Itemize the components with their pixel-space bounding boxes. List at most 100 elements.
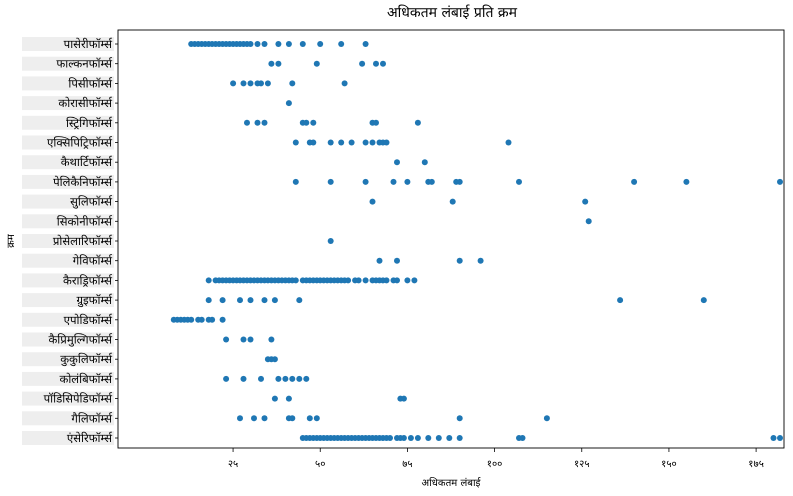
data-point bbox=[777, 178, 783, 185]
data-point bbox=[373, 119, 379, 126]
data-point bbox=[390, 178, 397, 185]
data-point bbox=[303, 119, 310, 126]
data-point bbox=[505, 139, 512, 146]
data-point bbox=[299, 41, 306, 47]
category-label: कोलंबिफॉर्म्स bbox=[59, 372, 113, 386]
data-point bbox=[683, 178, 690, 185]
category-label-bg bbox=[22, 352, 114, 367]
data-point bbox=[519, 435, 526, 441]
category-label-bg bbox=[22, 391, 114, 406]
data-point bbox=[359, 60, 366, 67]
data-point bbox=[275, 41, 282, 47]
category-label: पिसीफॉर्म्स bbox=[68, 76, 113, 90]
category-label: कैराड्रिफॉर्म्स bbox=[63, 273, 113, 287]
data-point bbox=[387, 435, 393, 441]
data-point bbox=[310, 139, 317, 146]
category-label: कैथार्टिफॉर्म्स bbox=[61, 155, 113, 169]
category-label: कोरासीफॉर्म्स bbox=[58, 96, 113, 110]
data-point bbox=[362, 277, 369, 284]
category-label: एपोडिफॉर्म्स bbox=[64, 313, 113, 327]
y-axis-label: क्रम bbox=[6, 233, 17, 248]
data-point bbox=[275, 60, 282, 67]
data-point bbox=[404, 277, 411, 284]
data-point bbox=[247, 41, 254, 47]
data-point bbox=[394, 257, 400, 264]
category-label: प्रोसेलारिफॉर्म्स bbox=[53, 234, 113, 248]
data-point bbox=[355, 277, 362, 284]
data-point bbox=[205, 297, 212, 304]
data-point bbox=[292, 178, 299, 185]
data-point bbox=[582, 198, 589, 205]
category-label: सुलिफॉर्म्स bbox=[70, 195, 113, 210]
data-point bbox=[383, 139, 390, 146]
data-point bbox=[338, 41, 345, 47]
x-tick-label: १२५ bbox=[574, 459, 590, 470]
data-point bbox=[271, 395, 278, 402]
data-point bbox=[285, 395, 292, 402]
category-label: ग्रुइफॉर्म्स bbox=[77, 293, 113, 308]
x-tick-label: २५ bbox=[228, 459, 238, 470]
category-label-bg bbox=[22, 56, 114, 71]
data-point bbox=[289, 375, 296, 382]
data-point bbox=[247, 80, 254, 87]
category-label-bg bbox=[22, 194, 114, 209]
x-axis-ticks: २५ ५० ७५ १०० १२५ १५० १७५ bbox=[228, 448, 764, 470]
data-point bbox=[285, 100, 292, 107]
category-label-bg bbox=[22, 174, 114, 189]
category-label: एक्सिपिट्रिफॉर्म्स bbox=[47, 136, 113, 150]
data-point bbox=[271, 356, 278, 363]
data-point bbox=[428, 178, 435, 185]
data-point bbox=[477, 257, 484, 264]
data-point bbox=[446, 435, 453, 441]
x-axis-label: अधिकतम लंबाई bbox=[422, 477, 482, 489]
category-label-bg bbox=[22, 411, 114, 426]
category-label-bg bbox=[22, 293, 114, 308]
data-point bbox=[209, 316, 216, 323]
data-point bbox=[237, 415, 243, 422]
x-tick-label: १७५ bbox=[748, 459, 764, 470]
data-point bbox=[327, 238, 334, 244]
data-point bbox=[407, 435, 414, 441]
scatter-points bbox=[170, 41, 783, 441]
data-point bbox=[261, 41, 268, 47]
data-point bbox=[383, 277, 390, 284]
data-point bbox=[777, 435, 783, 441]
category-label-bg bbox=[22, 115, 114, 130]
data-point bbox=[362, 139, 369, 146]
category-label-bg bbox=[22, 371, 114, 386]
data-point bbox=[261, 415, 268, 422]
data-point bbox=[240, 80, 247, 87]
data-point bbox=[310, 119, 317, 126]
data-point bbox=[247, 297, 254, 304]
category-label: सिकोनीफॉर्म्स bbox=[57, 214, 113, 228]
category-label-bg bbox=[22, 37, 114, 51]
data-point bbox=[770, 435, 777, 441]
data-point bbox=[400, 395, 407, 402]
category-label: एंसेरिफॉर्म्स bbox=[67, 431, 113, 445]
data-point bbox=[617, 297, 624, 304]
data-point bbox=[240, 336, 247, 343]
data-point bbox=[223, 375, 230, 382]
category-label-bg bbox=[22, 76, 114, 91]
data-point bbox=[230, 80, 237, 87]
data-point bbox=[700, 297, 707, 304]
data-point bbox=[268, 60, 275, 67]
data-point bbox=[306, 415, 313, 422]
data-point bbox=[341, 80, 348, 87]
data-point bbox=[414, 119, 421, 126]
data-point bbox=[394, 159, 400, 166]
data-point bbox=[369, 139, 376, 146]
category-label: पॉडिसिपेडिफॉर्म्स bbox=[44, 392, 113, 406]
chart-title: अधिकतम लंबाई प्रति क्रम bbox=[387, 4, 518, 21]
data-point bbox=[244, 119, 250, 126]
data-point bbox=[285, 41, 292, 47]
data-point bbox=[585, 218, 592, 225]
data-point bbox=[327, 178, 334, 185]
data-point bbox=[254, 41, 261, 47]
category-label: गैलिफॉर्म्स bbox=[71, 411, 113, 425]
data-point bbox=[404, 178, 411, 185]
data-point bbox=[631, 178, 638, 185]
data-point bbox=[237, 297, 243, 304]
category-label: फाल्कनफॉर्म्स bbox=[56, 57, 113, 71]
